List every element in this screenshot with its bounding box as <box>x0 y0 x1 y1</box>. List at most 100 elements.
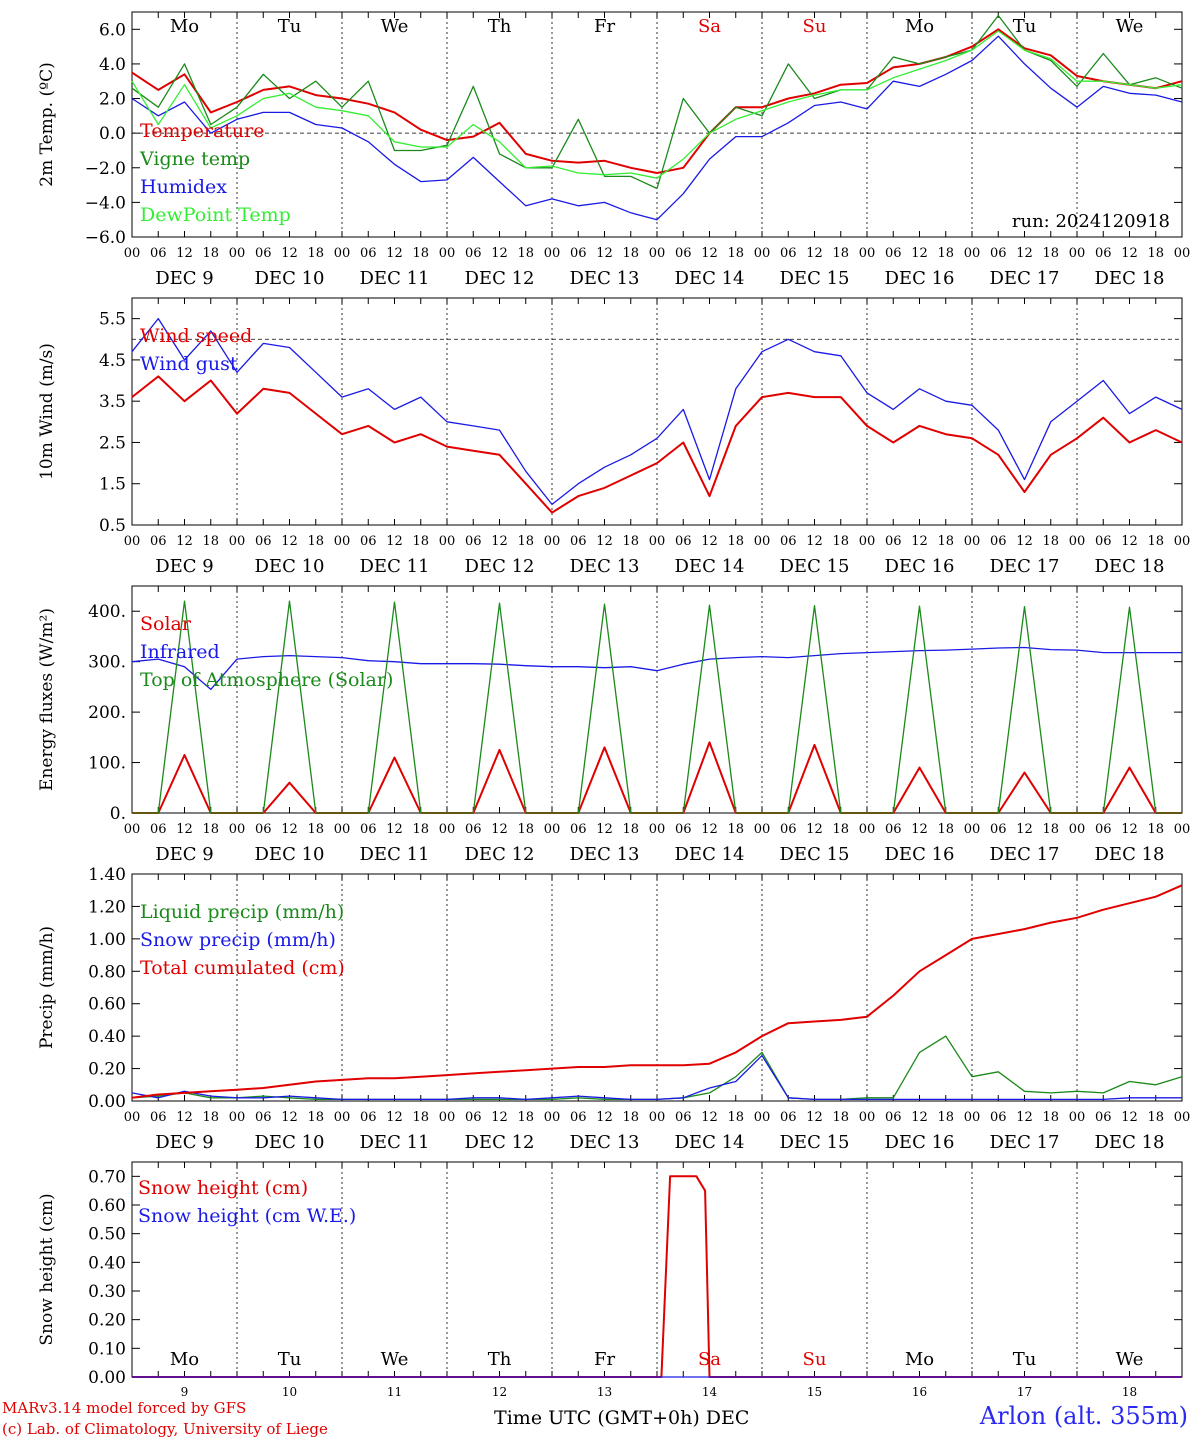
x-day-label: DEC 11 <box>360 268 430 289</box>
y-tick-label: −4.0 <box>85 193 126 213</box>
x-hour-label: 12 <box>701 534 718 549</box>
run-annotation: run: 2024120918 <box>1012 211 1170 232</box>
x-hour-label: 12 <box>1016 534 1033 549</box>
x-hour-label: 06 <box>780 246 797 261</box>
x-hour-label: 00 <box>124 534 141 549</box>
x-hour-label: 00 <box>229 534 246 549</box>
x-hour-label: 06 <box>780 822 797 837</box>
x-day-number: 10 <box>282 1385 297 1399</box>
x-hour-label: 12 <box>806 534 823 549</box>
legend-entry: Top of Atmosphere (Solar) <box>140 669 393 691</box>
x-hour-label: 12 <box>911 822 928 837</box>
x-hour-label: 00 <box>754 534 771 549</box>
x-hour-label: 18 <box>727 822 744 837</box>
x-hour-label: 18 <box>1147 822 1164 837</box>
x-hour-label: 06 <box>570 1110 587 1125</box>
y-tick-label: 2.5 <box>99 433 126 453</box>
x-hour-label: 12 <box>281 1110 298 1125</box>
station-label: Arlon (alt. 355m) <box>979 1402 1188 1430</box>
x-hour-label: 18 <box>517 246 534 261</box>
x-hour-label: 12 <box>491 1110 508 1125</box>
x-hour-label: 18 <box>307 822 324 837</box>
x-hour-label: 06 <box>360 246 377 261</box>
x-hour-label: 12 <box>386 246 403 261</box>
x-hour-label: 00 <box>859 534 876 549</box>
y-tick-label: 5.5 <box>99 310 126 330</box>
x-day-label: DEC 11 <box>360 844 430 865</box>
legend-entry: Liquid precip (mm/h) <box>140 901 344 923</box>
x-hour-label: 12 <box>281 822 298 837</box>
x-hour-label: 00 <box>544 246 561 261</box>
x-hour-label: 00 <box>859 246 876 261</box>
x-hour-label: 18 <box>412 1110 429 1125</box>
x-hour-label: 06 <box>990 1110 1007 1125</box>
x-hour-label: 18 <box>1147 534 1164 549</box>
x-hour-label: 06 <box>150 534 167 549</box>
x-hour-label: 06 <box>360 534 377 549</box>
weekday-label: Su <box>803 16 827 37</box>
weekday-label: Su <box>803 1349 827 1370</box>
x-hour-label: 06 <box>255 246 272 261</box>
x-hour-label: 06 <box>150 1110 167 1125</box>
x-hour-label: 12 <box>491 246 508 261</box>
x-hour-label: 06 <box>1095 246 1112 261</box>
x-hour-label: 18 <box>202 246 219 261</box>
weekday-label: Tu <box>278 16 302 37</box>
x-hour-label: 00 <box>229 822 246 837</box>
x-hour-label: 18 <box>202 822 219 837</box>
x-hour-label: 06 <box>885 534 902 549</box>
x-hour-label: 00 <box>649 1110 666 1125</box>
x-hour-label: 00 <box>439 246 456 261</box>
x-day-label: DEC 15 <box>780 844 850 865</box>
legend-entry: Vigne temp <box>139 148 250 170</box>
y-tick-label: 3.5 <box>99 392 126 412</box>
series-top-of-atmosphere-solar- <box>132 600 1182 814</box>
y-axis-label: Precip (mm/h) <box>37 926 57 1049</box>
x-hour-label: 00 <box>1069 246 1086 261</box>
y-tick-label: 2.0 <box>99 90 126 110</box>
legend-entry: Snow precip (mm/h) <box>140 929 336 951</box>
y-tick-label: 0.80 <box>88 962 126 982</box>
x-hour-label: 18 <box>517 534 534 549</box>
x-hour-label: 00 <box>964 1110 981 1125</box>
x-hour-label: 18 <box>727 1110 744 1125</box>
x-hour-label: 18 <box>622 534 639 549</box>
x-day-label: DEC 13 <box>570 844 640 865</box>
x-day-label: DEC 17 <box>990 844 1060 865</box>
x-day-number: 16 <box>912 1385 927 1399</box>
x-day-label: DEC 9 <box>155 556 214 577</box>
x-hour-label: 18 <box>202 1110 219 1125</box>
x-hour-label: 18 <box>937 1110 954 1125</box>
x-hour-label: 12 <box>1016 246 1033 261</box>
legend-entry: Wind gust <box>140 353 238 375</box>
x-day-label: DEC 16 <box>885 556 955 577</box>
y-tick-label: 0.40 <box>88 1253 126 1273</box>
x-hour-label: 06 <box>570 534 587 549</box>
y-axis-label: 10m Wind (m/s) <box>37 343 57 480</box>
weekday-label: We <box>1116 16 1144 37</box>
x-hour-label: 00 <box>544 1110 561 1125</box>
weekday-label: Mo <box>905 16 934 37</box>
x-hour-label: 00 <box>964 822 981 837</box>
weekday-label: Mo <box>170 1349 199 1370</box>
x-hour-label: 18 <box>832 1110 849 1125</box>
legend-entry: Wind speed <box>140 325 252 347</box>
x-hour-label: 12 <box>701 246 718 261</box>
y-axis-label: 2m Temp. (ºC) <box>37 62 57 187</box>
x-hour-label: 12 <box>1121 246 1138 261</box>
x-day-label: DEC 13 <box>570 1132 640 1153</box>
x-hour-label: 12 <box>806 246 823 261</box>
x-hour-label: 00 <box>439 822 456 837</box>
x-hour-label: 18 <box>622 1110 639 1125</box>
x-day-label: DEC 11 <box>360 556 430 577</box>
series-total-cumulated-cm- <box>131 884 1183 1099</box>
x-hour-label: 12 <box>176 1110 193 1125</box>
x-hour-label: 18 <box>727 534 744 549</box>
x-day-label: DEC 16 <box>885 1132 955 1153</box>
x-hour-label: 18 <box>937 534 954 549</box>
x-day-label: DEC 16 <box>885 268 955 289</box>
weekday-label: Th <box>488 1349 512 1370</box>
x-day-label: DEC 9 <box>155 1132 214 1153</box>
x-hour-label: 00 <box>1174 534 1191 549</box>
panel-1: −6.0 −4.0 −2.0 0.0 2.0 4.0 6.0 2m Temp. (ºC) Tem… <box>37 11 1190 289</box>
